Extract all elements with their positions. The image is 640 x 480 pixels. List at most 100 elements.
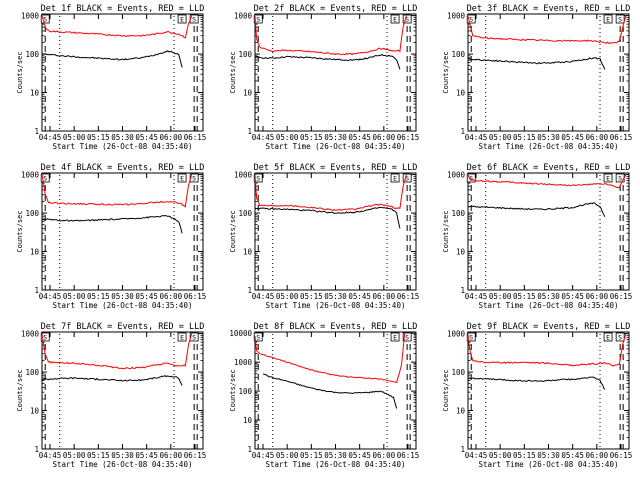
plot-frame xyxy=(254,172,417,291)
marker-box xyxy=(603,173,613,183)
x-tick-label: 05:30 xyxy=(537,292,560,301)
y-tick-label: 100 xyxy=(451,209,465,218)
y-tick-label: 10 xyxy=(456,248,466,257)
x-tick-label: 05:30 xyxy=(111,451,134,460)
y-axis-label: Counts/sec xyxy=(229,369,237,411)
x-tick-label: 06:00 xyxy=(373,292,396,301)
x-tick-label: 05:15 xyxy=(87,292,110,301)
marker-box xyxy=(615,14,625,24)
marker-label: S xyxy=(256,334,260,342)
marker-box xyxy=(189,173,199,183)
x-axis-label: Start Time (26-Oct-08 04:35:40) xyxy=(266,460,406,469)
y-tick-label: 10000 xyxy=(229,329,252,338)
x-tick-label: 05:30 xyxy=(537,133,560,142)
x-tick-label: 05:00 xyxy=(489,292,512,301)
marker-box xyxy=(40,332,50,342)
lld-series-line xyxy=(467,174,627,189)
x-tick-label: 04:45 xyxy=(465,451,488,460)
y-tick-label: 1000 xyxy=(447,171,466,180)
x-tick-label: 05:30 xyxy=(324,292,347,301)
marker-label: S xyxy=(618,175,622,183)
marker-label: S xyxy=(469,175,473,183)
marker-box xyxy=(253,332,263,342)
y-tick-label: 1000 xyxy=(234,171,253,180)
marker-box xyxy=(253,173,263,183)
y-tick-label: 1000 xyxy=(21,330,40,339)
lld-series-line xyxy=(254,333,406,384)
x-tick-label: 05:30 xyxy=(111,133,134,142)
x-tick-label: 05:45 xyxy=(135,292,158,301)
marker-label: S xyxy=(256,16,260,24)
plot-frame xyxy=(467,172,630,291)
y-axis-label: Counts/sec xyxy=(229,210,237,252)
x-tick-label: 06:00 xyxy=(373,133,396,142)
marker-box xyxy=(177,332,187,342)
events-series-line xyxy=(468,57,606,70)
events-series-line xyxy=(254,206,401,229)
panel-title: Det 6f BLACK = Events, RED = LLD xyxy=(467,163,631,173)
marker-box xyxy=(390,332,400,342)
x-tick-label: 06:00 xyxy=(160,292,183,301)
x-tick-label: 05:30 xyxy=(324,133,347,142)
x-axis-label: Start Time (26-Oct-08 04:35:40) xyxy=(479,142,619,151)
marker-box xyxy=(603,332,613,342)
marker-label: S xyxy=(469,334,473,342)
y-tick-label: 10 xyxy=(456,89,466,98)
marker-label: E xyxy=(180,175,184,183)
panel-6: Det 6f BLACK = Events, RED = LLD 1 10 100 10… xyxy=(442,163,632,310)
plot-frame xyxy=(41,172,204,291)
y-tick-label: 1 xyxy=(247,127,252,136)
marker-label: S xyxy=(405,175,409,183)
marker-box xyxy=(603,14,613,24)
y-tick-label: 100 xyxy=(451,368,465,377)
marker-label: S xyxy=(618,334,622,342)
marker-box xyxy=(402,173,412,183)
x-tick-label: 06:15 xyxy=(184,292,207,301)
marker-label: S xyxy=(469,16,473,24)
panel-title: Det 7f BLACK = Events, RED = LLD xyxy=(41,322,205,332)
y-tick-label: 100 xyxy=(25,50,39,59)
marker-label: E xyxy=(606,16,610,24)
lld-series-line xyxy=(467,15,627,45)
x-tick-label: 05:45 xyxy=(135,133,158,142)
x-tick-label: 05:00 xyxy=(489,133,512,142)
y-axis-label: Counts/sec xyxy=(16,51,24,93)
x-tick-label: 06:00 xyxy=(586,451,609,460)
marker-label: S xyxy=(618,16,622,24)
y-tick-label: 1 xyxy=(247,445,252,454)
x-tick-label: 04:45 xyxy=(39,292,62,301)
marker-label: S xyxy=(192,334,196,342)
x-tick-label: 05:00 xyxy=(489,451,512,460)
panel-title: Det 8f BLACK = Events, RED = LLD xyxy=(254,322,418,332)
x-axis-label: Start Time (26-Oct-08 04:35:40) xyxy=(53,301,193,310)
panel-title: Det 3f BLACK = Events, RED = LLD xyxy=(467,4,631,14)
x-tick-label: 05:30 xyxy=(324,451,347,460)
x-tick-label: 06:00 xyxy=(160,451,183,460)
y-tick-label: 100 xyxy=(25,209,39,218)
y-tick-label: 10 xyxy=(30,248,40,257)
marker-box xyxy=(402,332,412,342)
marker-label: E xyxy=(606,334,610,342)
x-tick-label: 06:15 xyxy=(397,133,420,142)
events-series-line xyxy=(467,202,606,218)
y-axis-label: Counts/sec xyxy=(442,51,450,93)
panel-title: Det 5f BLACK = Events, RED = LLD xyxy=(254,163,418,173)
x-tick-label: 04:45 xyxy=(39,133,62,142)
y-tick-label: 100 xyxy=(238,50,252,59)
marker-box xyxy=(253,14,263,24)
y-tick-label: 1000 xyxy=(234,12,253,21)
x-tick-label: 06:00 xyxy=(586,292,609,301)
x-tick-label: 05:00 xyxy=(63,133,86,142)
events-series-line xyxy=(262,373,398,409)
x-tick-label: 05:00 xyxy=(63,451,86,460)
panel-title: Det 2f BLACK = Events, RED = LLD xyxy=(254,4,418,14)
x-tick-label: 04:45 xyxy=(252,292,275,301)
events-series-line xyxy=(41,50,183,68)
x-tick-label: 05:45 xyxy=(135,451,158,460)
marker-box xyxy=(466,14,476,24)
marker-label: E xyxy=(180,334,184,342)
x-tick-label: 04:45 xyxy=(252,133,275,142)
y-tick-label: 10 xyxy=(243,248,253,257)
y-tick-label: 100 xyxy=(238,387,252,396)
x-axis-label: Start Time (26-Oct-08 04:35:40) xyxy=(266,301,406,310)
